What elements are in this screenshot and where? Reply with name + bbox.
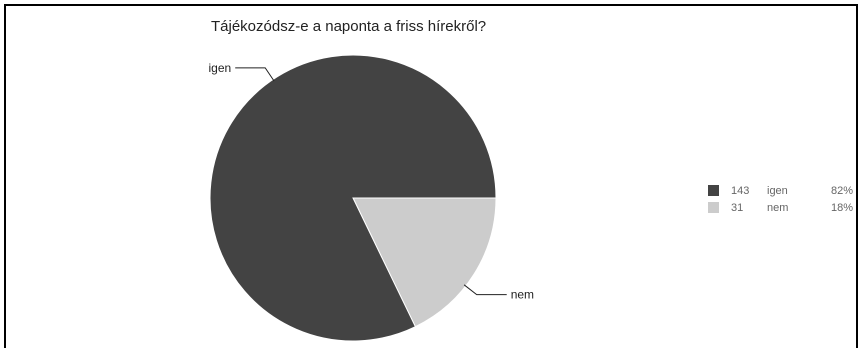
legend-label-igen: igen <box>767 184 788 197</box>
legend-percent-igen: 82% <box>830 184 853 197</box>
chart-title: Tájékozódsz-e a naponta a friss hírekről… <box>211 18 487 35</box>
legend: 143 igen 82% 31 nem 18% <box>708 182 853 216</box>
leader-line-nem <box>463 284 507 296</box>
slice-label-nem: nem <box>511 288 534 302</box>
leader-line-igen <box>235 67 275 82</box>
legend-count-nem: 31 <box>731 201 744 214</box>
legend-item-igen: 143 igen 82% <box>708 182 853 199</box>
legend-item-nem: 31 nem 18% <box>708 199 853 216</box>
legend-percent-nem: 18% <box>830 201 853 214</box>
legend-swatch-nem <box>708 202 719 213</box>
slice-label-igen: igen <box>209 61 232 75</box>
legend-label-nem: nem <box>767 201 789 214</box>
legend-swatch-igen <box>708 185 719 196</box>
legend-count-igen: 143 <box>731 184 750 197</box>
pie-slice-igen <box>209 54 497 342</box>
pie-slice-nem <box>352 197 497 328</box>
